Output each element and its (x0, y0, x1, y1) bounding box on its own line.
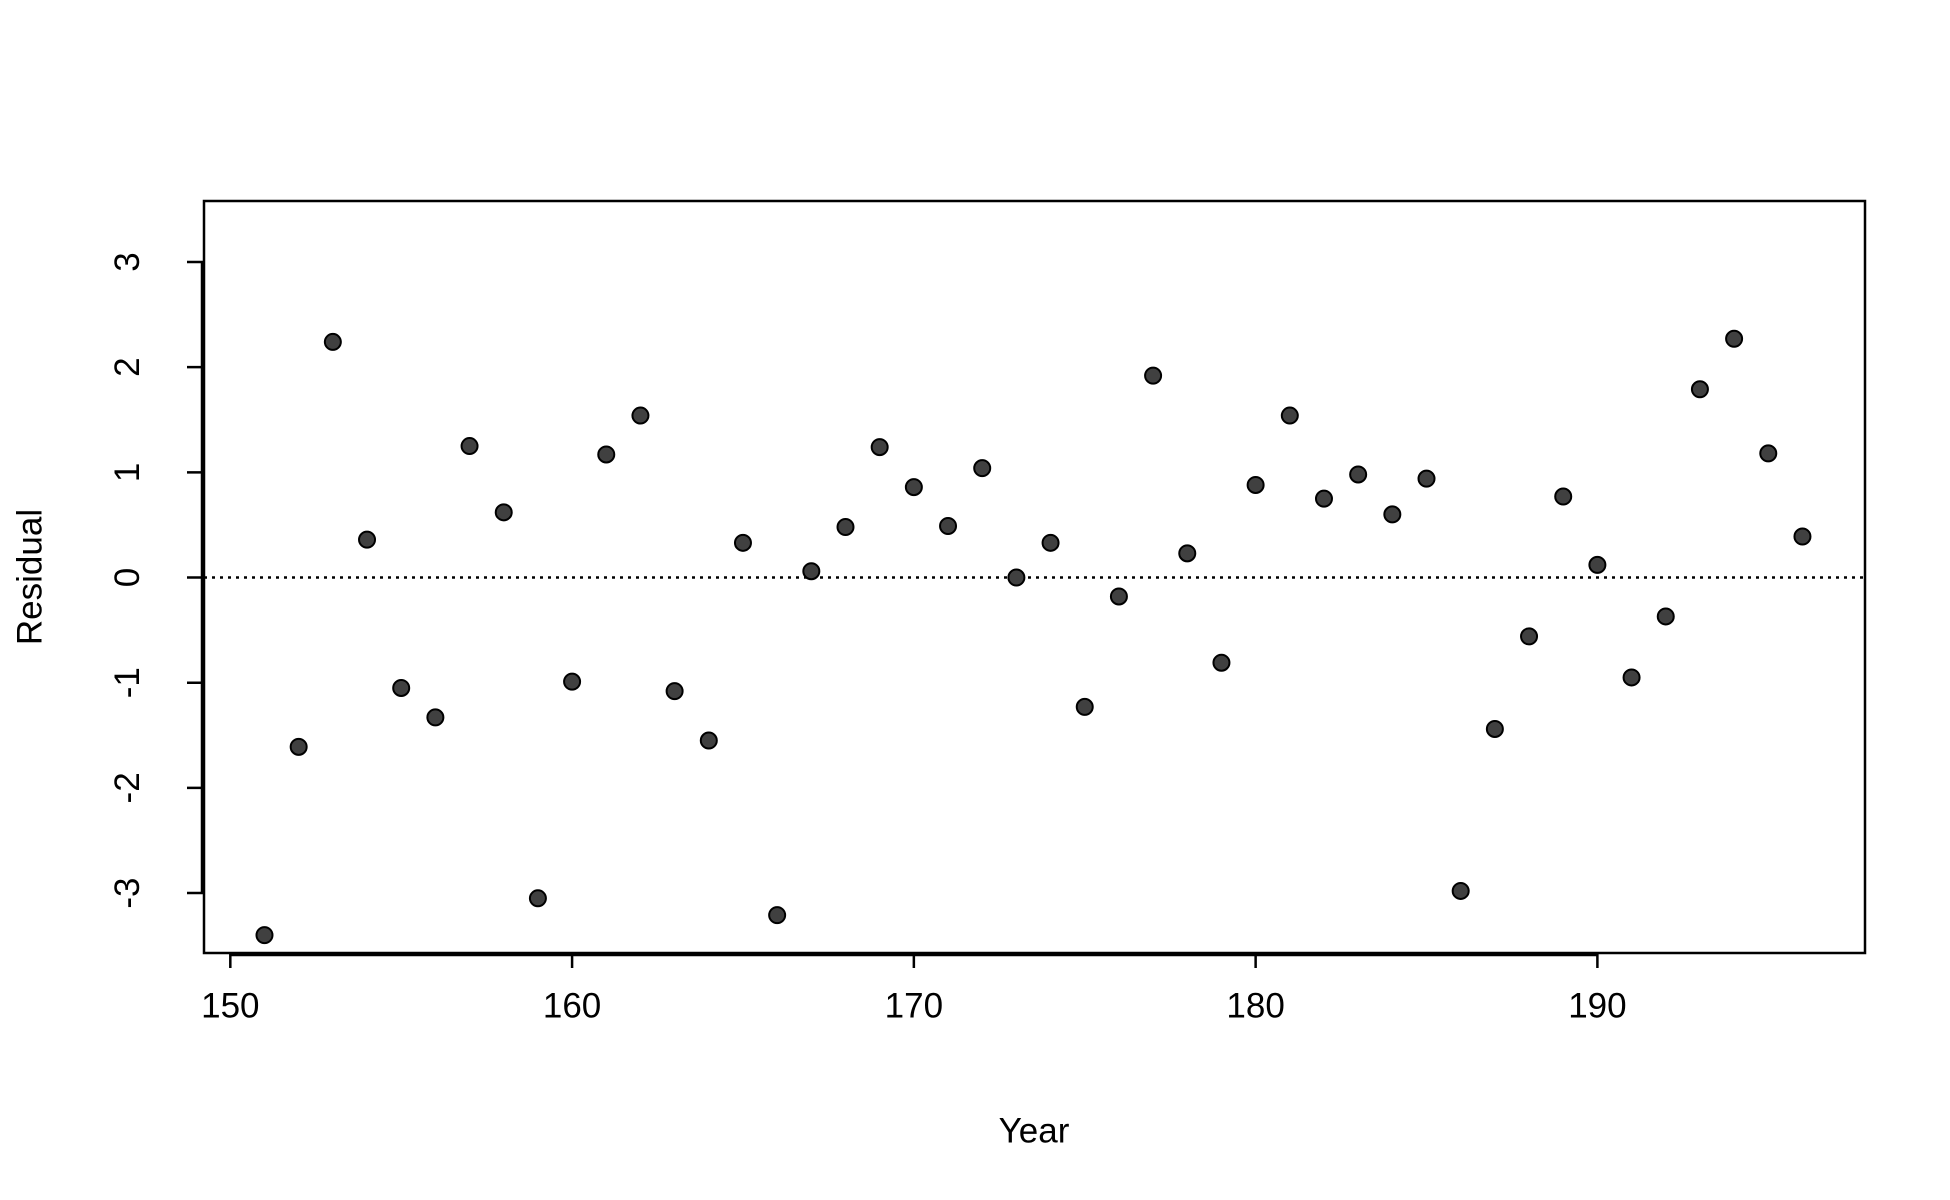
y-tick-label: 2 (108, 357, 147, 376)
point (1109, 587, 1128, 606)
point (1417, 469, 1436, 488)
y-tick-label: -1 (108, 667, 147, 698)
point (1075, 697, 1094, 716)
point (1725, 329, 1744, 348)
point (1622, 668, 1641, 687)
point (870, 438, 889, 457)
x-axis-label: Year (999, 1111, 1070, 1150)
point (904, 478, 923, 497)
y-tick-label: 0 (108, 568, 147, 587)
point (1485, 719, 1504, 738)
point (460, 437, 479, 456)
point (1451, 881, 1470, 900)
point (1588, 555, 1607, 574)
x-tick-label: 190 (1568, 986, 1626, 1025)
point (1349, 465, 1368, 484)
point (255, 926, 274, 945)
point (1520, 627, 1539, 646)
x-tick-label: 180 (1226, 986, 1284, 1025)
point (768, 906, 787, 925)
point (699, 731, 718, 750)
x-tick-label: 160 (543, 986, 601, 1025)
point (1007, 568, 1026, 587)
point (1212, 653, 1231, 672)
point (1144, 366, 1163, 385)
x-tick-label: 150 (201, 986, 259, 1025)
point (1314, 489, 1333, 508)
x-tick-label: 170 (885, 986, 943, 1025)
point (733, 533, 752, 552)
point (1280, 406, 1299, 425)
point (392, 678, 411, 697)
point (1690, 380, 1709, 399)
point (1554, 487, 1573, 506)
point (973, 459, 992, 478)
point (1656, 607, 1675, 626)
point (426, 708, 445, 727)
point (1759, 444, 1778, 463)
y-tick-label: 1 (108, 463, 147, 482)
point (563, 672, 582, 691)
point (631, 406, 650, 425)
point (289, 737, 308, 756)
y-tick-label: -2 (108, 772, 147, 803)
point (597, 445, 616, 464)
point (358, 530, 377, 549)
point (836, 518, 855, 537)
y-axis-label: Residual (10, 509, 49, 645)
y-tick-label: 3 (108, 252, 147, 271)
point (939, 516, 958, 535)
point (1793, 527, 1812, 546)
y-tick-label: -3 (108, 877, 147, 908)
point (1041, 533, 1060, 552)
point (494, 503, 513, 522)
point (323, 332, 342, 351)
point (528, 889, 547, 908)
point (1246, 475, 1265, 494)
point (1383, 505, 1402, 524)
point (802, 562, 821, 581)
point (665, 682, 684, 701)
point (1178, 544, 1197, 563)
